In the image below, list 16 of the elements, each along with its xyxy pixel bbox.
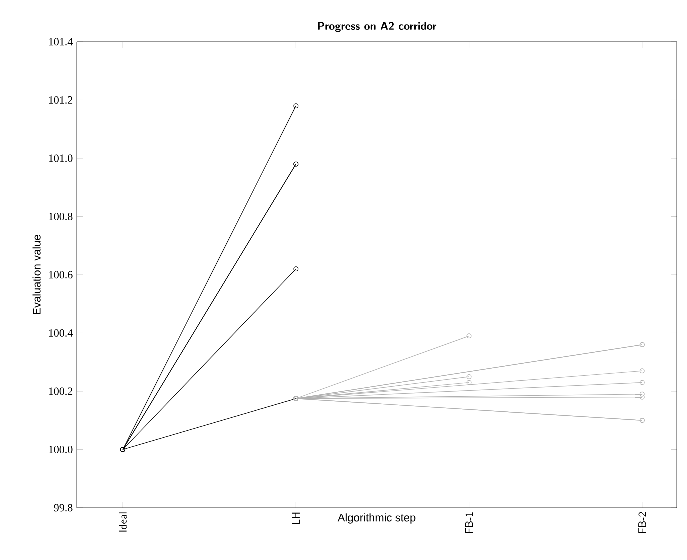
y-tick-label: 100.8	[49, 213, 73, 220]
y-axis-title: Evaluation value	[32, 235, 41, 314]
y-tick-label: 100.0	[49, 446, 73, 454]
x-tick-label: Ideal	[119, 512, 127, 532]
x-axis-title: Algorithmic step	[338, 514, 416, 524]
y-tick-label: 100.2	[49, 388, 73, 396]
y-tick-label: 101.2	[49, 96, 73, 104]
x-tick-label: FB-2	[638, 512, 646, 534]
chart-title: Progress on A2 corridor	[318, 22, 437, 32]
y-tick-label: 101.4	[49, 38, 73, 46]
x-tick-label: LH	[292, 512, 300, 524]
x-tick-label: FB-1	[465, 512, 474, 534]
y-tick-label: 100.4	[49, 330, 73, 337]
y-tick-label: 101.0	[49, 154, 73, 162]
y-tick-label: 100.6	[49, 271, 73, 279]
y-tick-label: 99.8	[54, 504, 73, 512]
